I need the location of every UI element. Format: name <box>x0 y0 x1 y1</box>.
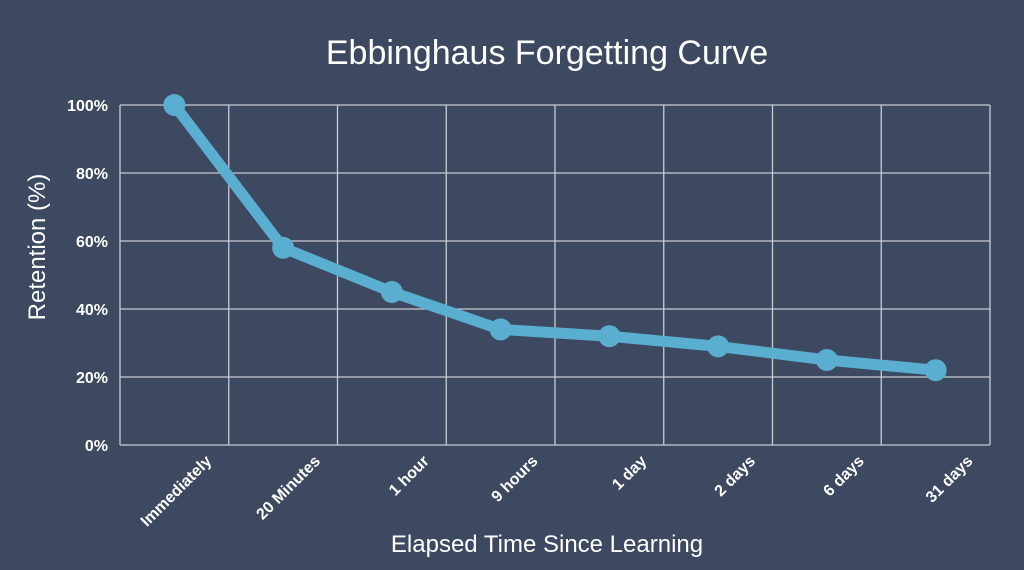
y-axis-label: Retention (%) <box>24 174 51 321</box>
grid <box>119 104 991 446</box>
y-axis-ticks: 0% 20% 40% 60% 80% 100% <box>67 98 108 455</box>
series-line <box>169 101 937 376</box>
data-point <box>924 359 947 382</box>
chart-title: Ebbinghaus Forgetting Curve <box>326 34 768 72</box>
x-tick-label: 6 days <box>820 453 867 500</box>
data-point <box>163 94 186 116</box>
x-tick-label: 1 day <box>609 453 650 494</box>
y-tick-label: 0% <box>85 438 108 455</box>
data-point <box>380 281 403 303</box>
y-tick-label: 100% <box>67 98 108 115</box>
x-axis-ticks: Immediately 20 Minutes 1 hour 9 hours 1 day 2… <box>138 453 977 530</box>
x-tick-label: 1 hour <box>386 453 433 500</box>
y-tick-label: 60% <box>76 234 108 251</box>
retention-series <box>163 94 947 382</box>
data-point <box>815 349 838 371</box>
x-tick-label: Immediately <box>138 453 215 530</box>
y-tick-label: 40% <box>76 302 108 319</box>
data-point <box>707 335 730 358</box>
x-tick-label: 31 days <box>923 453 977 507</box>
data-point <box>272 236 295 259</box>
y-tick-label: 80% <box>76 166 108 183</box>
y-tick-label: 20% <box>76 370 108 387</box>
x-tick-label: 9 hours <box>489 453 542 506</box>
x-tick-label: 2 days <box>712 453 759 500</box>
data-point <box>489 318 512 341</box>
data-point <box>598 325 621 348</box>
x-axis-label: Elapsed Time Since Learning <box>391 531 703 558</box>
x-tick-label: 20 Minutes <box>253 453 324 524</box>
